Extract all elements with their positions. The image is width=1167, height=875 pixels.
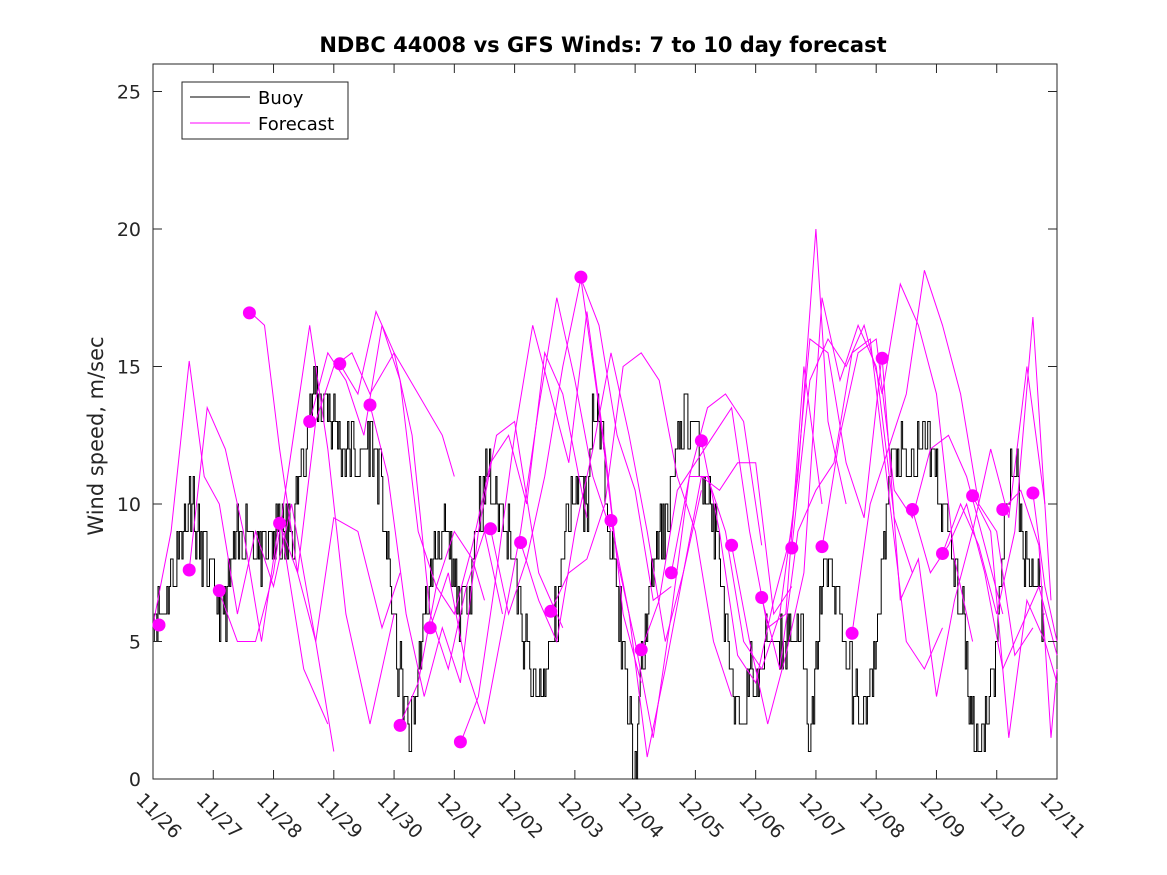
forecast-series-line-18 — [670, 228, 847, 671]
forecast-series-line-13 — [520, 352, 702, 644]
forecast-marker-20 — [725, 538, 739, 552]
forecast-series-line-11 — [459, 311, 642, 744]
axes-box — [152, 63, 1058, 780]
forecast-series-line-14 — [550, 352, 733, 697]
forecast-marker-17 — [634, 643, 648, 657]
forecast-marker-4 — [242, 306, 256, 320]
forecast-series-line-8 — [369, 404, 564, 697]
forecast-marker-23 — [815, 540, 829, 554]
forecast-marker-24 — [845, 626, 859, 640]
forecast-series-line-27 — [942, 316, 1052, 615]
legend-buoy-label: Buoy — [258, 88, 304, 109]
forecast-series-line-25 — [881, 358, 1046, 697]
forecast-series-line-4 — [249, 311, 401, 642]
legend-forecast-label: Forecast — [258, 114, 334, 135]
forecast-marker-28 — [966, 489, 980, 503]
forecast-series-line-1 — [152, 360, 335, 752]
legend: Buoy Forecast — [181, 81, 349, 140]
forecast-marker-21 — [755, 591, 769, 604]
y-tick-label-5: 5 — [129, 632, 141, 654]
legend-box — [181, 81, 349, 140]
forecast-marker-7 — [333, 357, 347, 371]
forecast-series-line-3 — [218, 325, 395, 725]
forecast-series-line-20 — [731, 297, 913, 725]
forecast-series-line-5 — [279, 351, 455, 573]
forecast-marker-14 — [544, 604, 558, 618]
forecast-series-line-28 — [972, 495, 1058, 738]
forecast-series-line-29 — [1002, 489, 1058, 738]
forecast-series-line-9 — [399, 350, 588, 725]
y-axis-label: Wind speed, m/sec — [84, 336, 108, 535]
forecast-series-line-2 — [188, 405, 329, 725]
forecast-series-line-15 — [580, 278, 763, 738]
forecast-marker-11 — [453, 735, 467, 749]
forecast-marker-18 — [664, 566, 678, 580]
forecast-marker-8 — [363, 398, 377, 412]
forecast-series-line-24 — [851, 270, 1034, 657]
y-tick-label-10: 10 — [117, 494, 141, 516]
y-tick-label-20: 20 — [117, 219, 141, 241]
forecast-marker-25 — [875, 351, 889, 365]
forecast-marker-15 — [574, 270, 588, 284]
y-tick-label-15: 15 — [117, 357, 141, 379]
forecast-marker-2 — [182, 563, 196, 577]
forecast-series-line-10 — [429, 297, 612, 725]
chart-title: NDBC 44008 vs GFS Winds: 7 to 10 day for… — [319, 33, 886, 57]
forecast-series-line-19 — [700, 338, 883, 685]
forecast-marker-16 — [604, 514, 618, 527]
y-tick-label-25: 25 — [117, 82, 141, 104]
forecast-series-line-22 — [791, 282, 974, 642]
forecast-marker-26 — [905, 503, 919, 516]
forecast-marker-29 — [996, 503, 1010, 516]
forecast-marker-6 — [303, 415, 317, 428]
forecast-marker-13 — [514, 536, 528, 549]
forecast-marker-22 — [785, 541, 799, 555]
forecast-marker-1 — [152, 618, 166, 632]
forecast-marker-3 — [212, 584, 226, 598]
forecast-marker-10 — [423, 621, 437, 635]
forecast-marker-30 — [1026, 486, 1040, 500]
forecast-marker-5 — [273, 516, 287, 530]
forecast-series-line-30 — [1032, 492, 1058, 642]
buoy-series-line — [153, 366, 1045, 780]
forecast-marker-27 — [936, 547, 949, 560]
forecast-series-line-26 — [911, 502, 1058, 671]
forecast-marker-12 — [484, 522, 497, 536]
forecast-marker-9 — [393, 718, 407, 732]
y-tick-label-0: 0 — [129, 769, 141, 791]
forecast-marker-19 — [694, 434, 708, 448]
